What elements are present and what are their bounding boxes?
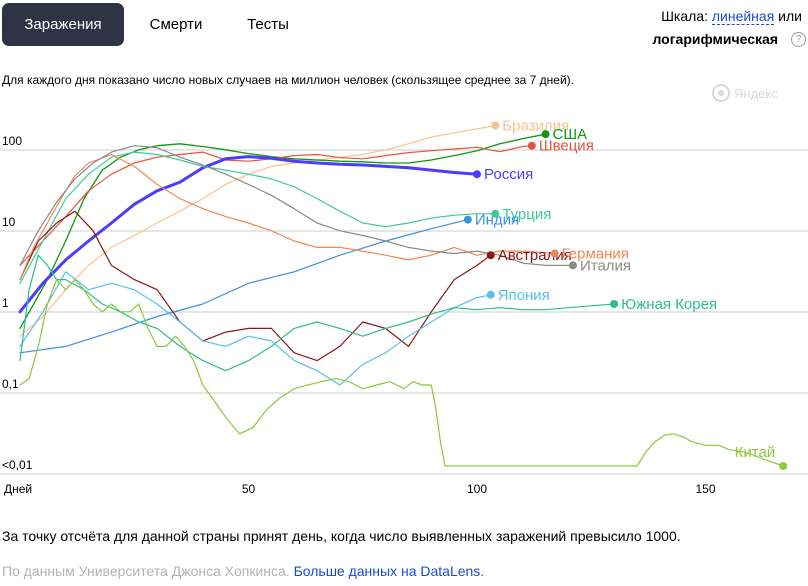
series-line-3	[18, 155, 479, 314]
series-line-2	[19, 145, 533, 266]
x-tick-label: 50	[242, 482, 256, 496]
series-end-dot-5	[463, 215, 472, 224]
series-end-dot-11	[779, 462, 788, 470]
x-axis-title: Дней	[4, 482, 32, 496]
yandex-logo-icon	[712, 84, 730, 102]
tab-tests[interactable]: Тесты	[247, 16, 289, 33]
series-line-0	[19, 124, 496, 337]
series-line-7	[19, 153, 556, 281]
series-line-8	[19, 145, 574, 266]
series-line-9	[19, 271, 492, 386]
tab-switcher: Заражения Смерти Тесты	[2, 3, 312, 46]
help-icon[interactable]: ?	[791, 32, 806, 47]
log-scale-option[interactable]: логарифмическая	[652, 31, 778, 47]
series-end-dot-7	[550, 249, 559, 258]
x-tick-label: 100	[467, 482, 487, 496]
series-end-label: Япония	[498, 287, 550, 304]
series-end-dot-2	[527, 141, 536, 150]
linear-scale-link[interactable]: линейная	[711, 8, 775, 25]
tab-infections[interactable]: Заражения	[2, 3, 124, 46]
y-tick-label: <0,01	[2, 458, 33, 472]
y-tick-label: 10	[2, 215, 16, 229]
tab-deaths[interactable]: Смерти	[149, 16, 203, 33]
series-end-label: Германия	[562, 246, 629, 263]
yandex-watermark-text: Яндекс	[734, 86, 778, 101]
y-tick-label: 100	[2, 134, 22, 148]
scale-prefix: Шкала:	[661, 8, 712, 24]
yandex-watermark: Яндекс	[712, 84, 778, 102]
series-line-1	[19, 133, 547, 330]
series-end-dot-0	[491, 121, 500, 130]
chart-subtitle: Для каждого дня показано число новых слу…	[2, 73, 574, 87]
series-end-label: Китай	[735, 444, 776, 461]
series-end-label: США	[553, 126, 588, 143]
series-end-dot-10	[610, 300, 619, 308]
source-text: По данным Университета Джонса Хопкинса.	[2, 563, 294, 579]
series-end-label: Индия	[475, 212, 519, 229]
series-line-4	[19, 151, 496, 284]
series-end-dot-3	[473, 170, 481, 179]
x-tick-label: 150	[695, 482, 715, 496]
series-end-label: Швеция	[539, 138, 594, 155]
series-line-10	[19, 254, 615, 372]
series-line-6	[19, 210, 492, 362]
series-end-label: Бразилия	[502, 117, 569, 134]
series-end-dot-6	[486, 251, 495, 260]
series-line-11	[19, 279, 784, 467]
series-end-dot-9	[486, 290, 495, 299]
series-end-label: Южная Корея	[621, 296, 717, 313]
series-line-5	[19, 219, 469, 354]
series-end-dot-1	[541, 130, 550, 139]
scale-switcher: Шкала: линейная или логарифмическая	[608, 8, 808, 49]
chart-footnote: За точку отсчёта для данной страны приня…	[2, 528, 681, 544]
series-end-label: Турция	[502, 206, 551, 223]
datalens-link[interactable]: Больше данных на DataLens.	[293, 563, 485, 579]
scale-or: или	[774, 8, 802, 24]
source-line: По данным Университета Джонса Хопкинса. …	[2, 563, 484, 579]
series-end-dot-8	[568, 261, 577, 270]
series-end-dot-4	[491, 209, 500, 218]
series-end-label: Италия	[580, 257, 631, 274]
y-tick-label: 0,1	[2, 377, 19, 391]
series-end-label: Россия	[484, 166, 533, 183]
y-tick-label: 1	[2, 296, 9, 310]
